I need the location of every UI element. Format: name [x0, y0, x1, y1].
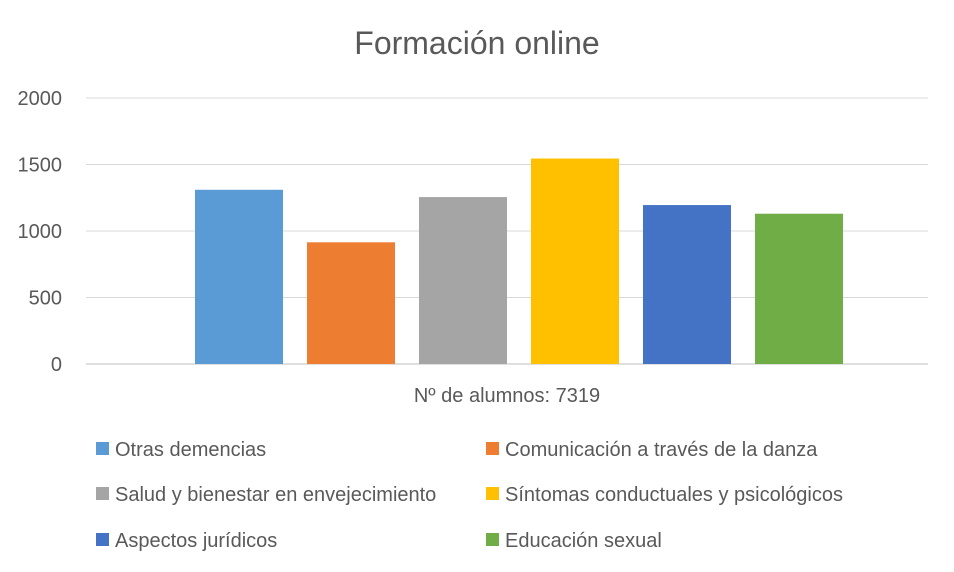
- legend-label: Salud y bienestar en envejecimiento: [115, 484, 436, 506]
- legend-label: Aspectos jurídicos: [115, 530, 277, 552]
- legend: Otras demencias Comunicación a través de …: [96, 439, 843, 552]
- bar: [755, 213, 843, 364]
- legend-swatch: [486, 487, 499, 500]
- y-tick-label: 1000: [18, 221, 63, 243]
- y-tick-label: 2000: [18, 88, 63, 110]
- legend-item: Aspectos jurídicos: [96, 530, 277, 552]
- y-tick-label: 0: [51, 354, 62, 376]
- legend-swatch: [96, 487, 109, 500]
- legend-label: Otras demencias: [115, 439, 266, 461]
- legend-swatch: [486, 442, 499, 455]
- legend-swatch: [486, 533, 499, 546]
- legend-swatch: [96, 442, 109, 455]
- legend-item: Comunicación a través de la danza: [486, 439, 818, 461]
- legend-label: Síntomas conductuales y psicológicos: [505, 484, 843, 506]
- legend-label: Comunicación a través de la danza: [505, 439, 818, 461]
- bar: [531, 158, 619, 364]
- legend-label: Educación sexual: [505, 530, 662, 552]
- legend-item: Salud y bienestar en envejecimiento: [96, 484, 436, 506]
- y-axis-ticks: 0 500 1000 1500 2000: [18, 88, 63, 376]
- bar: [643, 205, 731, 364]
- legend-item: Educación sexual: [486, 530, 662, 552]
- x-axis-label: Nº de alumnos: 7319: [414, 385, 600, 407]
- bars: [195, 158, 843, 364]
- bar: [307, 242, 395, 364]
- bar: [419, 197, 507, 364]
- y-tick-label: 1500: [18, 155, 63, 177]
- y-tick-label: 500: [29, 288, 62, 310]
- legend-item: Otras demencias: [96, 439, 266, 461]
- bar: [195, 189, 283, 364]
- legend-item: Síntomas conductuales y psicológicos: [486, 484, 843, 506]
- chart-title: Formación online: [354, 25, 599, 61]
- legend-swatch: [96, 533, 109, 546]
